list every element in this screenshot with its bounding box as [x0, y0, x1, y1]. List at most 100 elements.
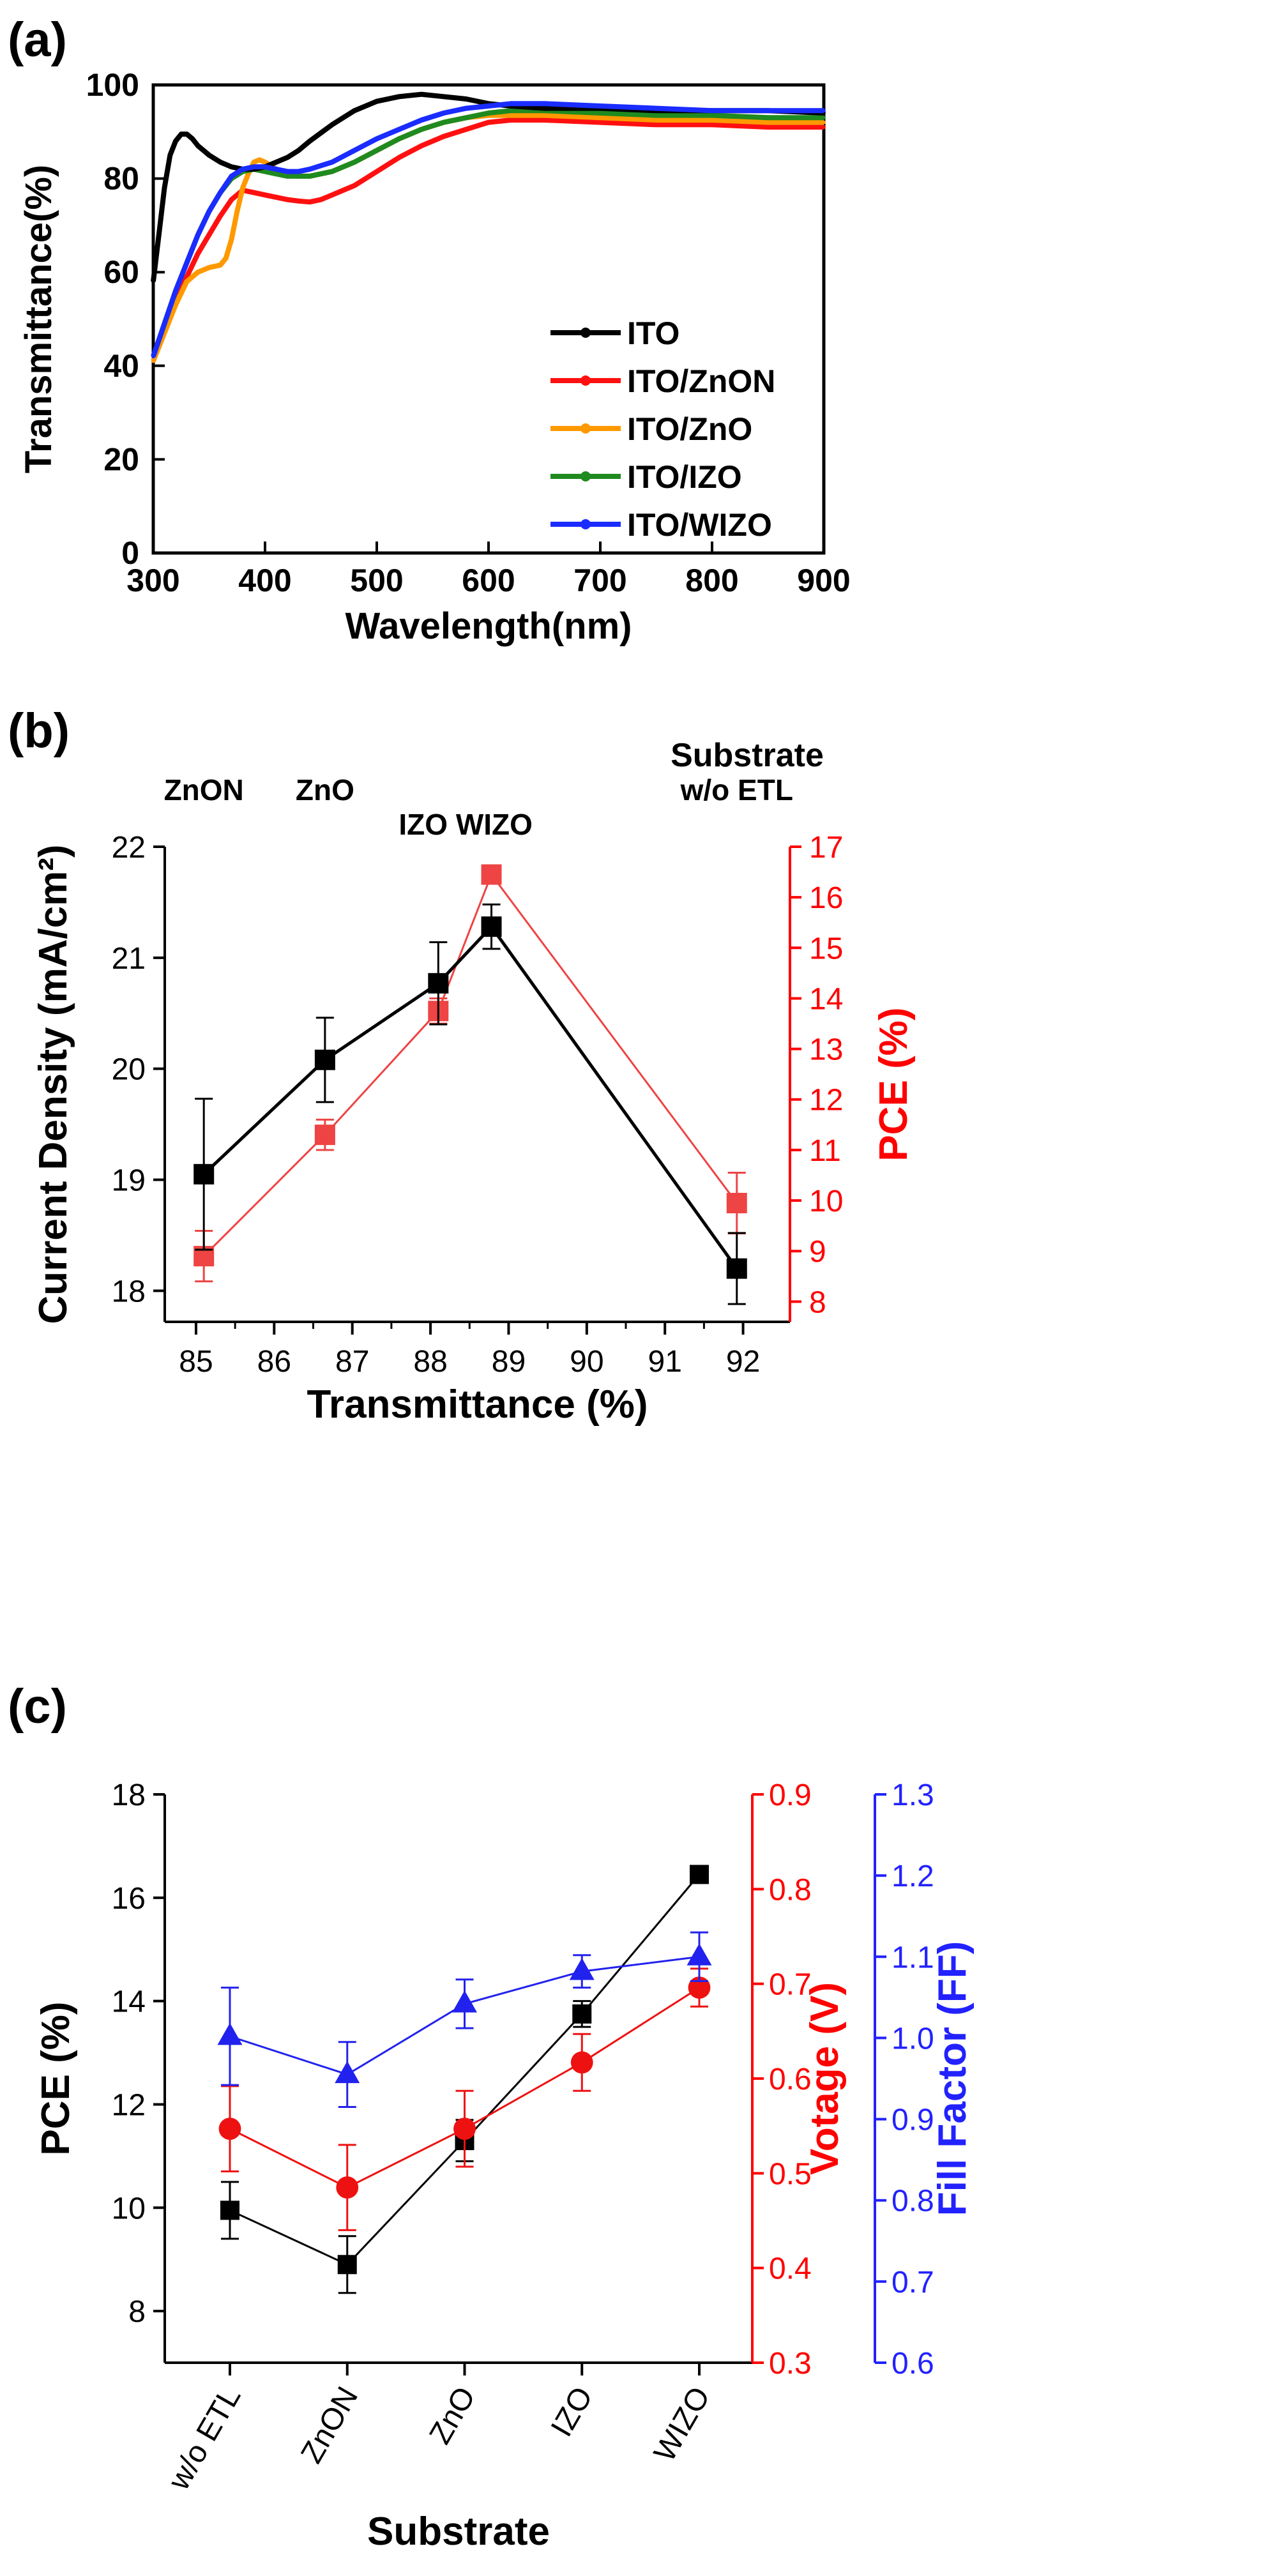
- data-point: [481, 864, 502, 885]
- data-point: [207, 265, 211, 269]
- data-point: [162, 321, 167, 326]
- data-point: [196, 251, 200, 255]
- data-point: [766, 120, 770, 125]
- data-point: [509, 113, 513, 117]
- data-point: [274, 160, 278, 164]
- legend-label: ITO/ZnO: [627, 411, 752, 447]
- y2-tick-label: 12: [809, 1084, 843, 1118]
- legend-item: ITO/IZO: [550, 459, 742, 495]
- series-ito-wizo: [151, 101, 826, 359]
- data-point: [487, 120, 490, 125]
- y-tick-label: 18: [112, 1778, 146, 1812]
- data-point: [375, 99, 379, 103]
- data-point: [710, 109, 714, 113]
- data-point: [766, 116, 770, 120]
- top-axis-label: w/o ETL: [680, 773, 793, 807]
- series-line: [229, 1874, 701, 2266]
- data-point: [542, 113, 547, 117]
- data-point: [420, 144, 423, 148]
- data-point: [335, 2061, 360, 2084]
- data-point: [229, 197, 234, 202]
- data-point: [308, 167, 312, 171]
- data-point: [598, 116, 602, 120]
- data-point: [174, 303, 178, 307]
- data-point: [296, 169, 301, 174]
- x-tick-label: IZO: [545, 2381, 600, 2443]
- data-point: [397, 127, 401, 132]
- y2-axis-title: Votage (V): [803, 1982, 847, 2175]
- data-point: [464, 96, 468, 101]
- x-axis-title: Substrate: [367, 2510, 550, 2554]
- y-tick-label: 16: [112, 1882, 146, 1916]
- data-point: [151, 279, 155, 284]
- data-point: [710, 113, 714, 117]
- data-point: [337, 2255, 357, 2275]
- y3-tick-label: 0.8: [891, 2185, 934, 2218]
- y2-tick-label: 14: [809, 982, 843, 1016]
- data-point: [296, 199, 301, 203]
- data-point: [330, 123, 334, 127]
- data-point: [218, 160, 222, 164]
- data-point: [726, 1193, 747, 1213]
- data-point: [257, 158, 262, 162]
- data-point: [420, 117, 423, 122]
- panel-a: (a) 300 400 500 600 700 800 900 0 20 40 60 80 100 Wave…: [8, 13, 851, 647]
- data-point: [452, 1990, 477, 2013]
- panel-b: (b)85 86 87 88 89 90 91 92181920212289101112131…: [8, 704, 916, 1427]
- series-pce: [193, 864, 747, 1283]
- x-tick-label: ZnON: [294, 2381, 365, 2469]
- data-point: [481, 916, 502, 937]
- y-tick-label: 14: [112, 1985, 146, 2019]
- data-point: [151, 359, 155, 363]
- data-point: [542, 117, 547, 122]
- y2-tick-label: 0.8: [769, 1873, 812, 1907]
- data-point: [598, 103, 602, 108]
- series-line: [203, 872, 738, 1257]
- y-tick-label: 18: [112, 1275, 146, 1308]
- data-point: [285, 169, 289, 174]
- y2-tick-label: 8: [809, 1285, 826, 1319]
- data-point: [453, 2118, 476, 2140]
- x-tick-label: 86: [257, 1345, 291, 1379]
- data-point: [207, 153, 211, 157]
- data-point: [654, 113, 658, 117]
- data-point: [218, 190, 222, 195]
- x-tick-label: 85: [179, 1345, 213, 1379]
- data-point: [330, 169, 334, 174]
- x-tick-label: 87: [335, 1345, 369, 1379]
- data-point: [397, 155, 401, 160]
- data-point: [766, 109, 770, 113]
- x-tick-label: 800: [685, 563, 738, 598]
- data-point: [428, 973, 449, 994]
- x-axis-title: Wavelength(nm): [345, 605, 632, 647]
- data-point: [285, 155, 289, 160]
- y2-tick-label: 16: [809, 881, 843, 915]
- data-point: [162, 186, 167, 190]
- y3-axis-title: Fill Factor (FF): [930, 1941, 975, 2216]
- data-point: [207, 209, 211, 213]
- data-point: [274, 195, 278, 199]
- data-point: [319, 197, 323, 202]
- data-point: [353, 160, 356, 164]
- x-tick-label: 400: [238, 563, 291, 598]
- y2-tick-label: 15: [809, 932, 843, 966]
- y2-tick-label: 11: [809, 1134, 841, 1168]
- legend-label: ITO/IZO: [627, 459, 742, 495]
- y3-tick-label: 1.2: [891, 1860, 934, 1893]
- y2-tick-label: 10: [809, 1185, 843, 1218]
- data-point: [572, 2004, 592, 2024]
- data-point: [218, 263, 222, 268]
- top-axis-label: IZO WIZO: [398, 808, 533, 841]
- data-point: [353, 148, 356, 153]
- y3-tick-label: 0.7: [891, 2266, 934, 2299]
- y2-tick-label: 9: [809, 1235, 826, 1269]
- data-point: [196, 270, 200, 275]
- data-point: [330, 160, 334, 164]
- data-point: [336, 2176, 359, 2199]
- x-tick-label: WIZO: [648, 2381, 717, 2467]
- x-tick-label: 92: [726, 1345, 760, 1379]
- data-point: [156, 232, 161, 237]
- top-axis-title: Substrate: [671, 737, 824, 774]
- data-point: [314, 1125, 335, 1146]
- data-point: [569, 1958, 595, 1980]
